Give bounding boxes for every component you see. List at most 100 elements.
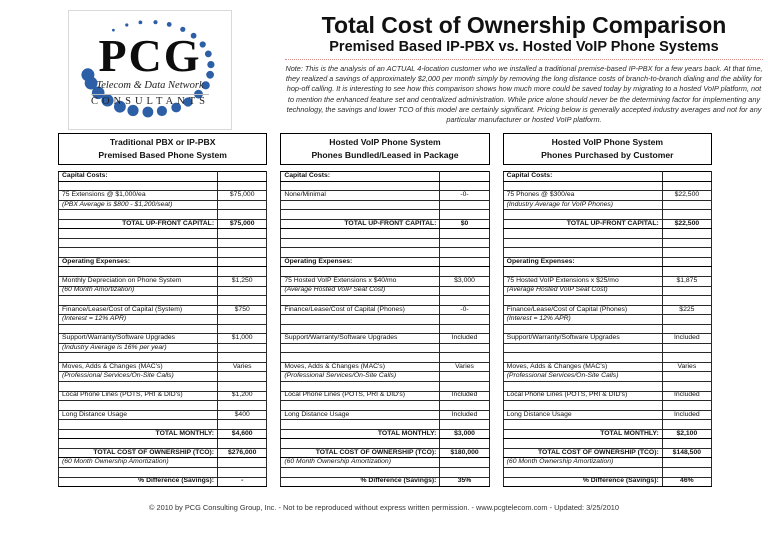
row-value: $1,250: [217, 276, 268, 287]
table-row: [502, 352, 712, 363]
row-value: Included: [661, 409, 712, 421]
table-row: Moves, Adds & Changes (MAC's) Varies: [57, 361, 268, 373]
row-label: (60 Month Amortization): [57, 285, 219, 297]
table-row: [280, 466, 490, 478]
row-value: $1,000: [217, 333, 268, 344]
row-value: $148,500: [661, 447, 712, 459]
row-label: [57, 323, 219, 335]
row-value: $1,875: [661, 276, 712, 287]
row-value: [661, 171, 712, 182]
row-label: [280, 342, 441, 354]
table-row: [280, 438, 490, 449]
row-label: [57, 237, 219, 249]
row-value: Included: [439, 409, 490, 421]
row-value: [661, 466, 712, 478]
row-label: [280, 352, 441, 363]
row-label: [502, 381, 663, 392]
column-title-line1: Hosted VoIP Phone System: [551, 137, 664, 147]
row-value: $3,000: [439, 428, 490, 440]
row-value: $2,100: [661, 428, 712, 440]
row-label: 75 Extensions @ $1,000/ea: [57, 190, 219, 201]
row-value: Varies: [217, 361, 268, 373]
row-value: [661, 247, 712, 258]
row-label: TOTAL COST OF OWNERSHIP (TCO):: [280, 447, 441, 459]
table-row: Capital Costs:: [57, 171, 268, 182]
row-value: [661, 209, 712, 220]
row-value: [439, 228, 490, 239]
row-label: [502, 419, 663, 430]
row-label: (Interest = 12% APR): [57, 314, 219, 325]
row-value: [439, 342, 490, 354]
table-row: (PBX Average is $800 - $1,200/seat): [57, 199, 268, 211]
table-row: [280, 209, 490, 220]
table-row: TOTAL UP-FRONT CAPITAL: $0: [280, 218, 490, 230]
table-row: [280, 180, 490, 192]
row-value: [439, 266, 490, 277]
row-label: [502, 438, 663, 449]
table-row: [502, 237, 712, 249]
table-row: Capital Costs:: [502, 171, 712, 182]
table-row: [502, 180, 712, 192]
row-label: [57, 295, 219, 306]
row-label: [280, 180, 441, 192]
row-label: [57, 438, 219, 449]
row-value: $4,600: [217, 428, 268, 440]
row-value: [217, 180, 268, 192]
row-value: [661, 342, 712, 354]
row-value: [217, 381, 268, 392]
table-row: [280, 381, 490, 392]
table-row: [280, 199, 490, 211]
row-label: (60 Month Ownership Amortization): [502, 457, 663, 468]
row-label: TOTAL UP-FRONT CAPITAL:: [280, 218, 441, 230]
row-value: [439, 438, 490, 449]
table-row: (60 Month Ownership Amortization): [280, 457, 490, 468]
row-label: Moves, Adds & Changes (MAC's): [57, 361, 219, 373]
row-label: (Industry Average for VoIP Phones): [502, 199, 663, 211]
table-row: [57, 323, 268, 335]
column-header: Traditional PBX or IP-PBX Premised Based…: [58, 133, 268, 165]
row-label: [57, 228, 219, 239]
row-label: TOTAL COST OF OWNERSHIP (TCO):: [57, 447, 219, 459]
cost-table: Capital Costs: None/Minimal -0- TOTAL UP-FR…: [280, 171, 490, 488]
row-label: [502, 266, 663, 277]
row-value: [661, 323, 712, 335]
table-row: TOTAL COST OF OWNERSHIP (TCO): $276,000: [57, 447, 268, 459]
row-value: [439, 295, 490, 306]
row-value: [439, 171, 490, 182]
table-row: [502, 209, 712, 220]
table-row: Operating Expenses:: [502, 256, 712, 268]
row-value: [661, 285, 712, 297]
row-label: TOTAL MONTHLY:: [502, 428, 663, 440]
table-row: TOTAL UP-FRONT CAPITAL: $22,500: [502, 218, 712, 230]
row-value: [439, 457, 490, 468]
row-value: -: [217, 476, 268, 488]
row-value: [439, 419, 490, 430]
row-label: [57, 266, 219, 277]
table-row: [57, 419, 268, 430]
column-header: Hosted VoIP Phone System Phones Bundled/…: [280, 133, 490, 165]
table-row: Operating Expenses:: [280, 256, 490, 268]
table-row: Local Phone Lines (POTS, PRI & DID's) $1,…: [57, 390, 268, 402]
row-value: [661, 419, 712, 430]
row-value: $3,000: [439, 276, 490, 287]
table-row: Monthly Depreciation on Phone System $1,2…: [57, 276, 268, 287]
row-value: [661, 352, 712, 363]
row-label: Moves, Adds & Changes (MAC's): [280, 361, 441, 373]
table-row: [502, 419, 712, 430]
row-value: [439, 285, 490, 297]
column-title-line1: Hosted VoIP Phone System: [329, 137, 441, 147]
table-row: TOTAL UP-FRONT CAPITAL: $75,000: [57, 218, 268, 230]
logo-tagline: Telecom & Data Network: [96, 80, 204, 91]
row-label: [57, 352, 219, 363]
row-value: [439, 256, 490, 268]
row-label: [280, 199, 441, 211]
table-row: (Average Hosted VoIP Seat Cost): [280, 285, 490, 297]
row-label: TOTAL MONTHLY:: [57, 428, 219, 440]
row-label: [280, 295, 441, 306]
row-label: [280, 419, 441, 430]
page-title: Total Cost of Ownership Comparison: [321, 12, 727, 38]
row-label: [502, 247, 663, 258]
column-title-line2: Phones Purchased by Customer: [541, 150, 674, 160]
row-value: [439, 352, 490, 363]
row-value: Included: [661, 390, 712, 402]
